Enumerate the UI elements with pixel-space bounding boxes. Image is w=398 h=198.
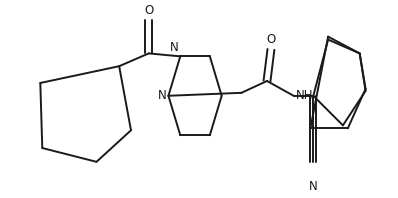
- Text: N: N: [309, 180, 318, 193]
- Text: O: O: [266, 33, 275, 47]
- Text: O: O: [144, 4, 153, 17]
- Text: N: N: [170, 41, 178, 54]
- Text: NH: NH: [296, 89, 313, 102]
- Text: N: N: [158, 89, 166, 102]
